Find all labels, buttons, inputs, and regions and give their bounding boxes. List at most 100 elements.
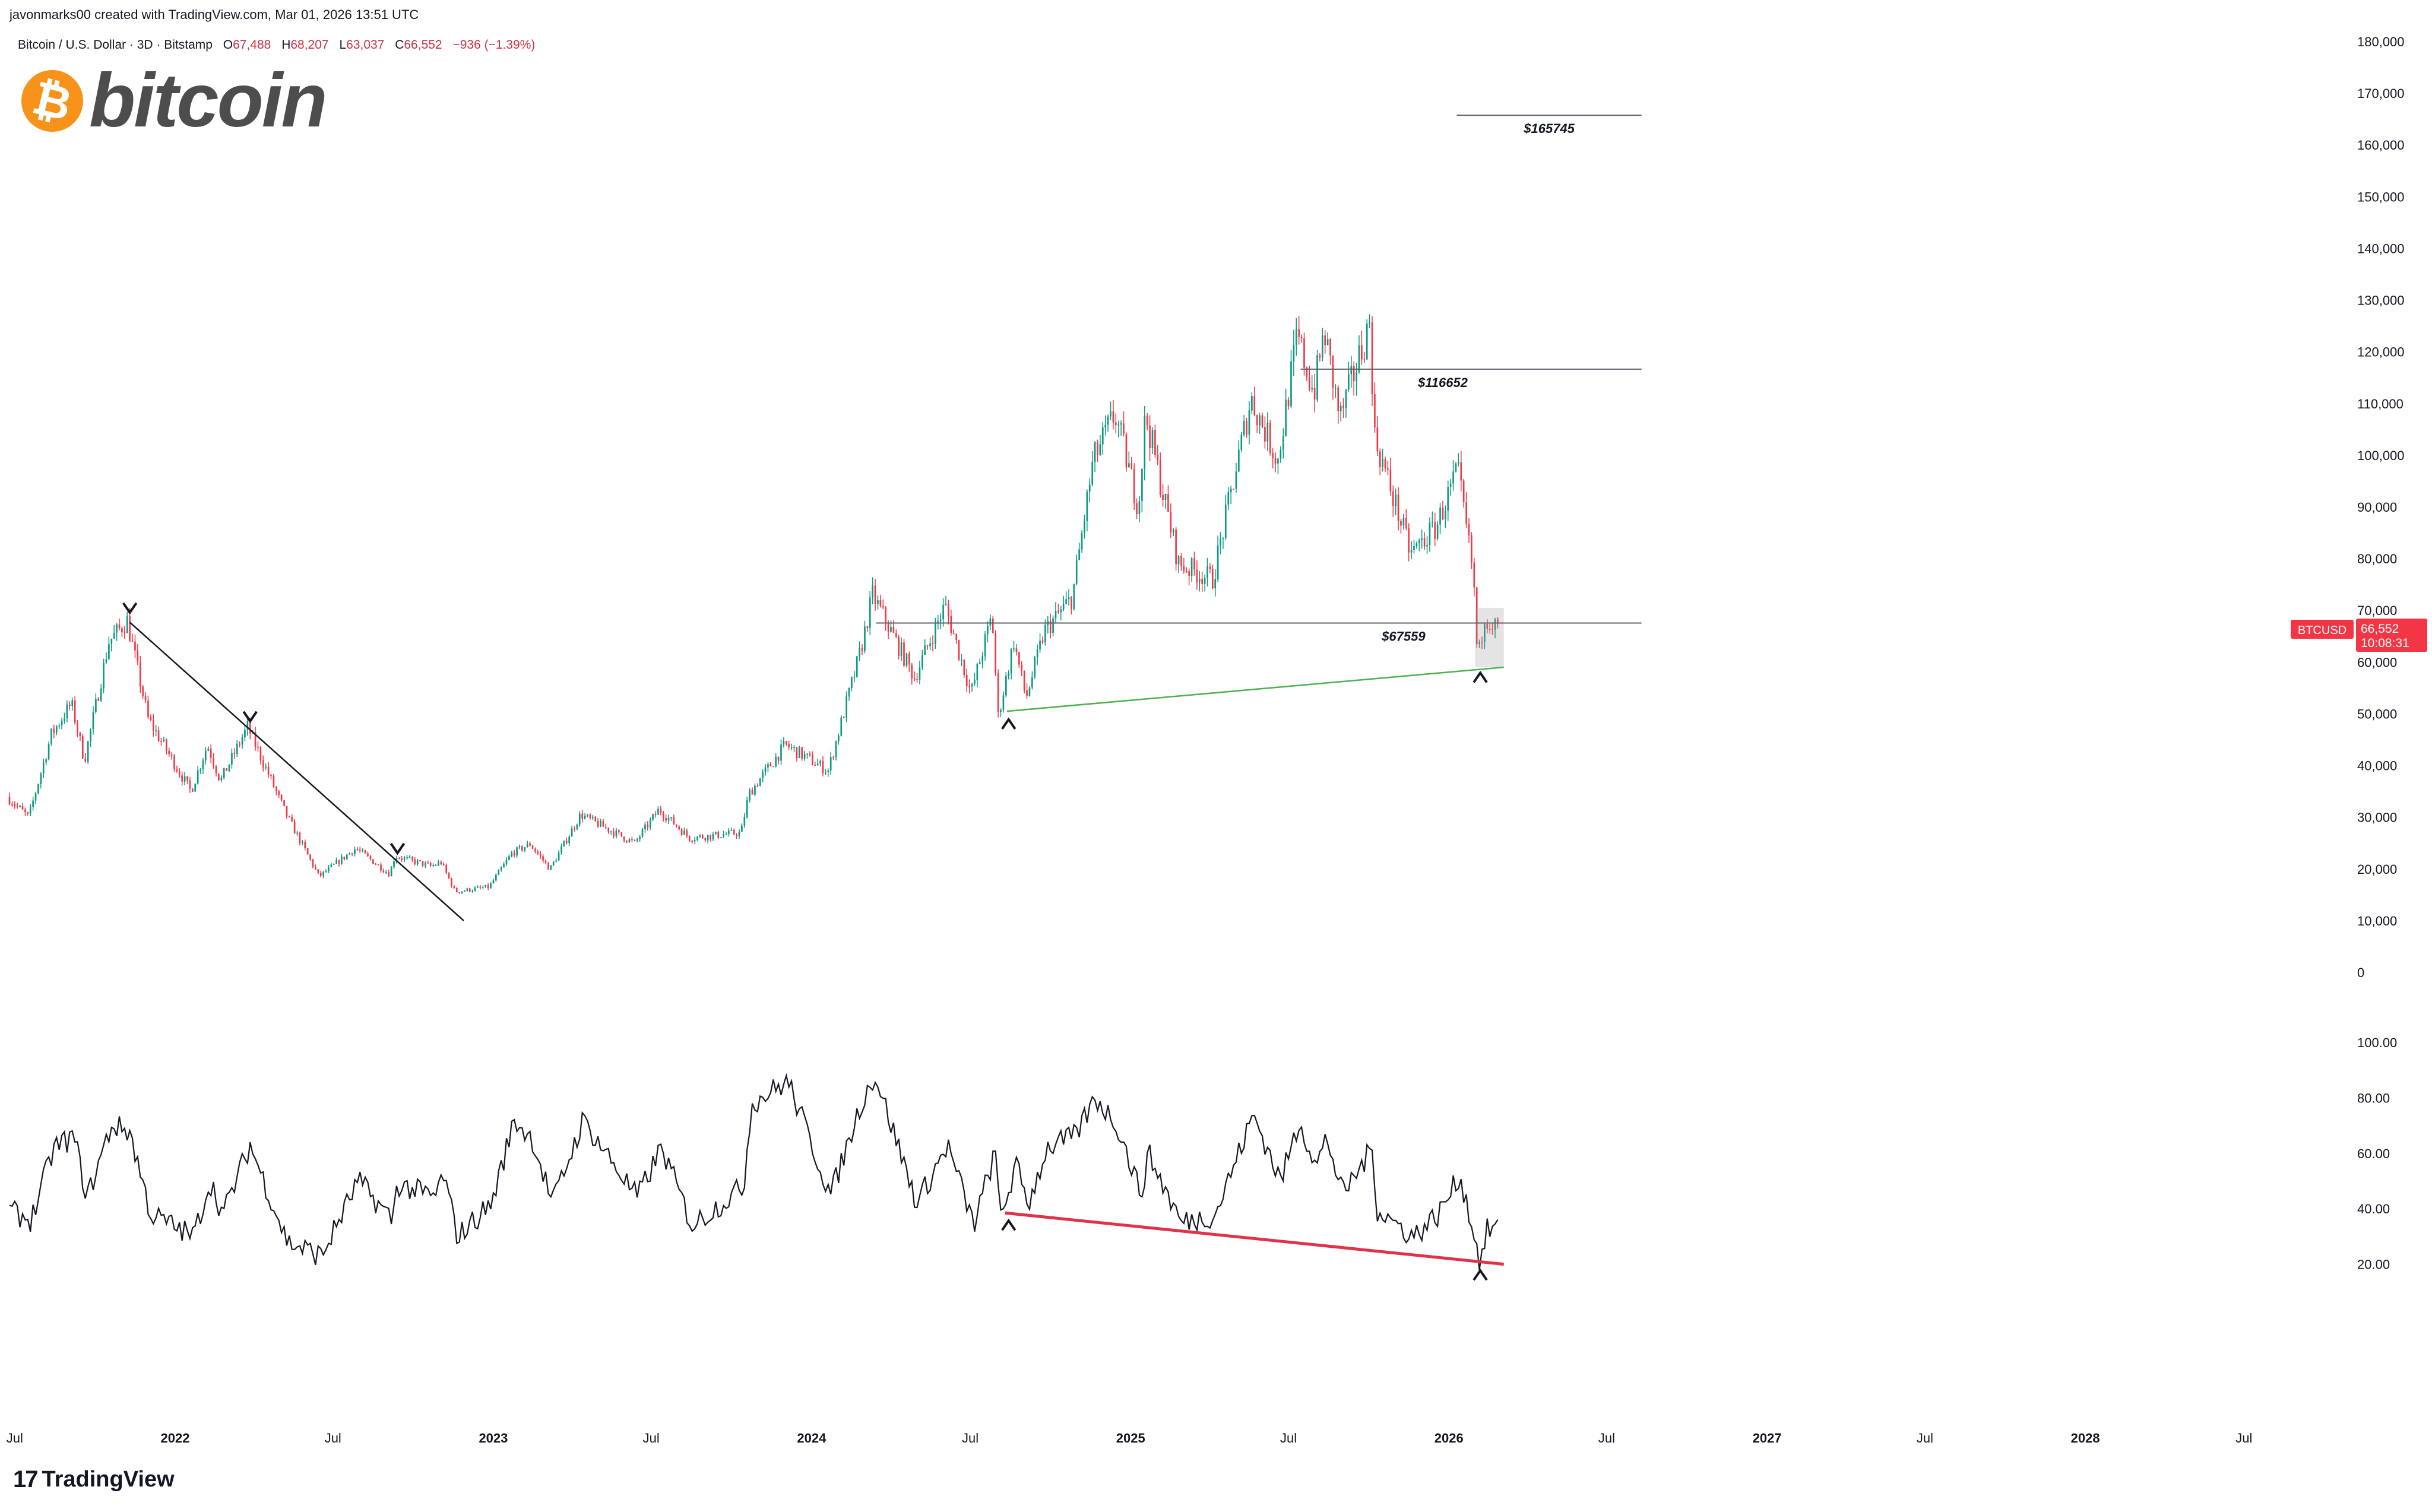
candle-body <box>388 872 390 877</box>
candle <box>574 826 575 832</box>
candle-body <box>157 730 160 741</box>
candle-body <box>680 829 683 835</box>
candle-body <box>113 632 115 639</box>
candle-body <box>468 888 471 892</box>
candle-body <box>29 807 31 814</box>
candle <box>1039 633 1041 653</box>
candle <box>749 788 750 803</box>
candle-body <box>411 857 413 860</box>
candle <box>280 794 283 802</box>
candle <box>796 747 798 762</box>
candle <box>861 644 863 655</box>
candle-body <box>574 828 575 829</box>
candle-body <box>948 604 949 616</box>
candle <box>955 633 957 644</box>
candle <box>228 764 230 772</box>
candle <box>34 791 37 804</box>
candle <box>1402 513 1405 530</box>
candle <box>393 859 395 870</box>
candle <box>1112 400 1114 430</box>
candle <box>186 776 188 784</box>
time-axis-tick: 2028 <box>2071 1431 2100 1446</box>
candle-body <box>280 794 283 801</box>
candle-body <box>843 717 845 718</box>
candle-body <box>1120 423 1122 425</box>
time-axis[interactable]: Jul 2022 Jul 2023 Jul 2024 Jul 2025 Jul 2026 Jul 20… <box>7 1431 2253 1446</box>
candle-body <box>521 846 523 851</box>
candle <box>1358 335 1360 374</box>
candle <box>68 701 71 711</box>
candle <box>296 831 298 836</box>
candle <box>45 757 47 766</box>
candle <box>694 836 696 845</box>
author-line: javonmarks00 created with TradingView.co… <box>10 7 419 22</box>
candle-body <box>529 843 531 846</box>
candle <box>1253 386 1256 417</box>
candle <box>1361 330 1363 365</box>
candle <box>408 855 411 858</box>
candle-body <box>662 813 664 818</box>
candle <box>1049 613 1052 639</box>
candle <box>317 869 319 874</box>
candle <box>414 857 416 866</box>
bitcoin-wordmark: bitcoin <box>89 58 327 143</box>
candle <box>989 614 992 630</box>
candle <box>1458 453 1459 467</box>
candle <box>197 765 199 785</box>
candle-body <box>856 656 858 677</box>
candle-body <box>1013 648 1015 649</box>
candle-body <box>244 730 246 738</box>
candle <box>584 813 586 820</box>
candle-body <box>356 849 359 850</box>
candle-body <box>694 839 696 842</box>
ohlc-open-key: O <box>223 38 233 52</box>
candle <box>723 831 724 838</box>
candle <box>832 755 834 760</box>
candle-body <box>547 863 549 870</box>
candle-body <box>325 871 327 873</box>
oscillator-axis[interactable]: 20.00 40.00 60.00 80.00 100.00 <box>2357 1035 2397 1272</box>
candle <box>691 839 694 844</box>
candle <box>1298 315 1300 345</box>
candle <box>495 873 497 882</box>
price-axis[interactable]: 0 10,000 20,000 30,000 40,000 50,000 60,000 70,… <box>2357 34 2405 980</box>
candle <box>14 801 16 809</box>
time-axis-tick: Jul <box>1917 1431 1933 1446</box>
candle <box>1308 366 1310 392</box>
candle <box>1429 517 1431 552</box>
candle-body <box>1054 611 1057 619</box>
candle-body <box>825 772 826 774</box>
candle-body <box>1455 463 1457 472</box>
price-axis-tick: 50,000 <box>2357 706 2397 721</box>
candle <box>1335 384 1337 398</box>
candle <box>492 879 495 884</box>
candle <box>1432 511 1433 528</box>
candle <box>992 616 994 633</box>
candle <box>1261 413 1264 429</box>
candle-body <box>542 856 544 861</box>
candle <box>877 595 879 610</box>
candle <box>479 885 482 890</box>
candle <box>1353 361 1355 396</box>
candle-body <box>539 854 542 857</box>
candle <box>359 847 361 854</box>
tradingview-brand[interactable]: 17 TradingView <box>13 1466 175 1493</box>
candle-body <box>293 821 296 834</box>
candle <box>565 837 568 845</box>
candle-body <box>92 712 94 730</box>
candle-body <box>788 743 790 747</box>
candle-body <box>1340 405 1342 411</box>
candle-body <box>879 600 882 606</box>
candle-body <box>777 756 780 761</box>
candle <box>213 753 214 769</box>
candle-body <box>398 858 400 860</box>
candle <box>61 717 63 730</box>
time-axis-tick: Jul <box>1280 1431 1297 1446</box>
candle-body <box>55 726 58 733</box>
candle-body <box>667 817 670 821</box>
candle-body <box>147 700 149 718</box>
candle-body <box>1133 468 1135 503</box>
candle-body <box>168 750 170 755</box>
candle-body <box>1298 329 1300 337</box>
